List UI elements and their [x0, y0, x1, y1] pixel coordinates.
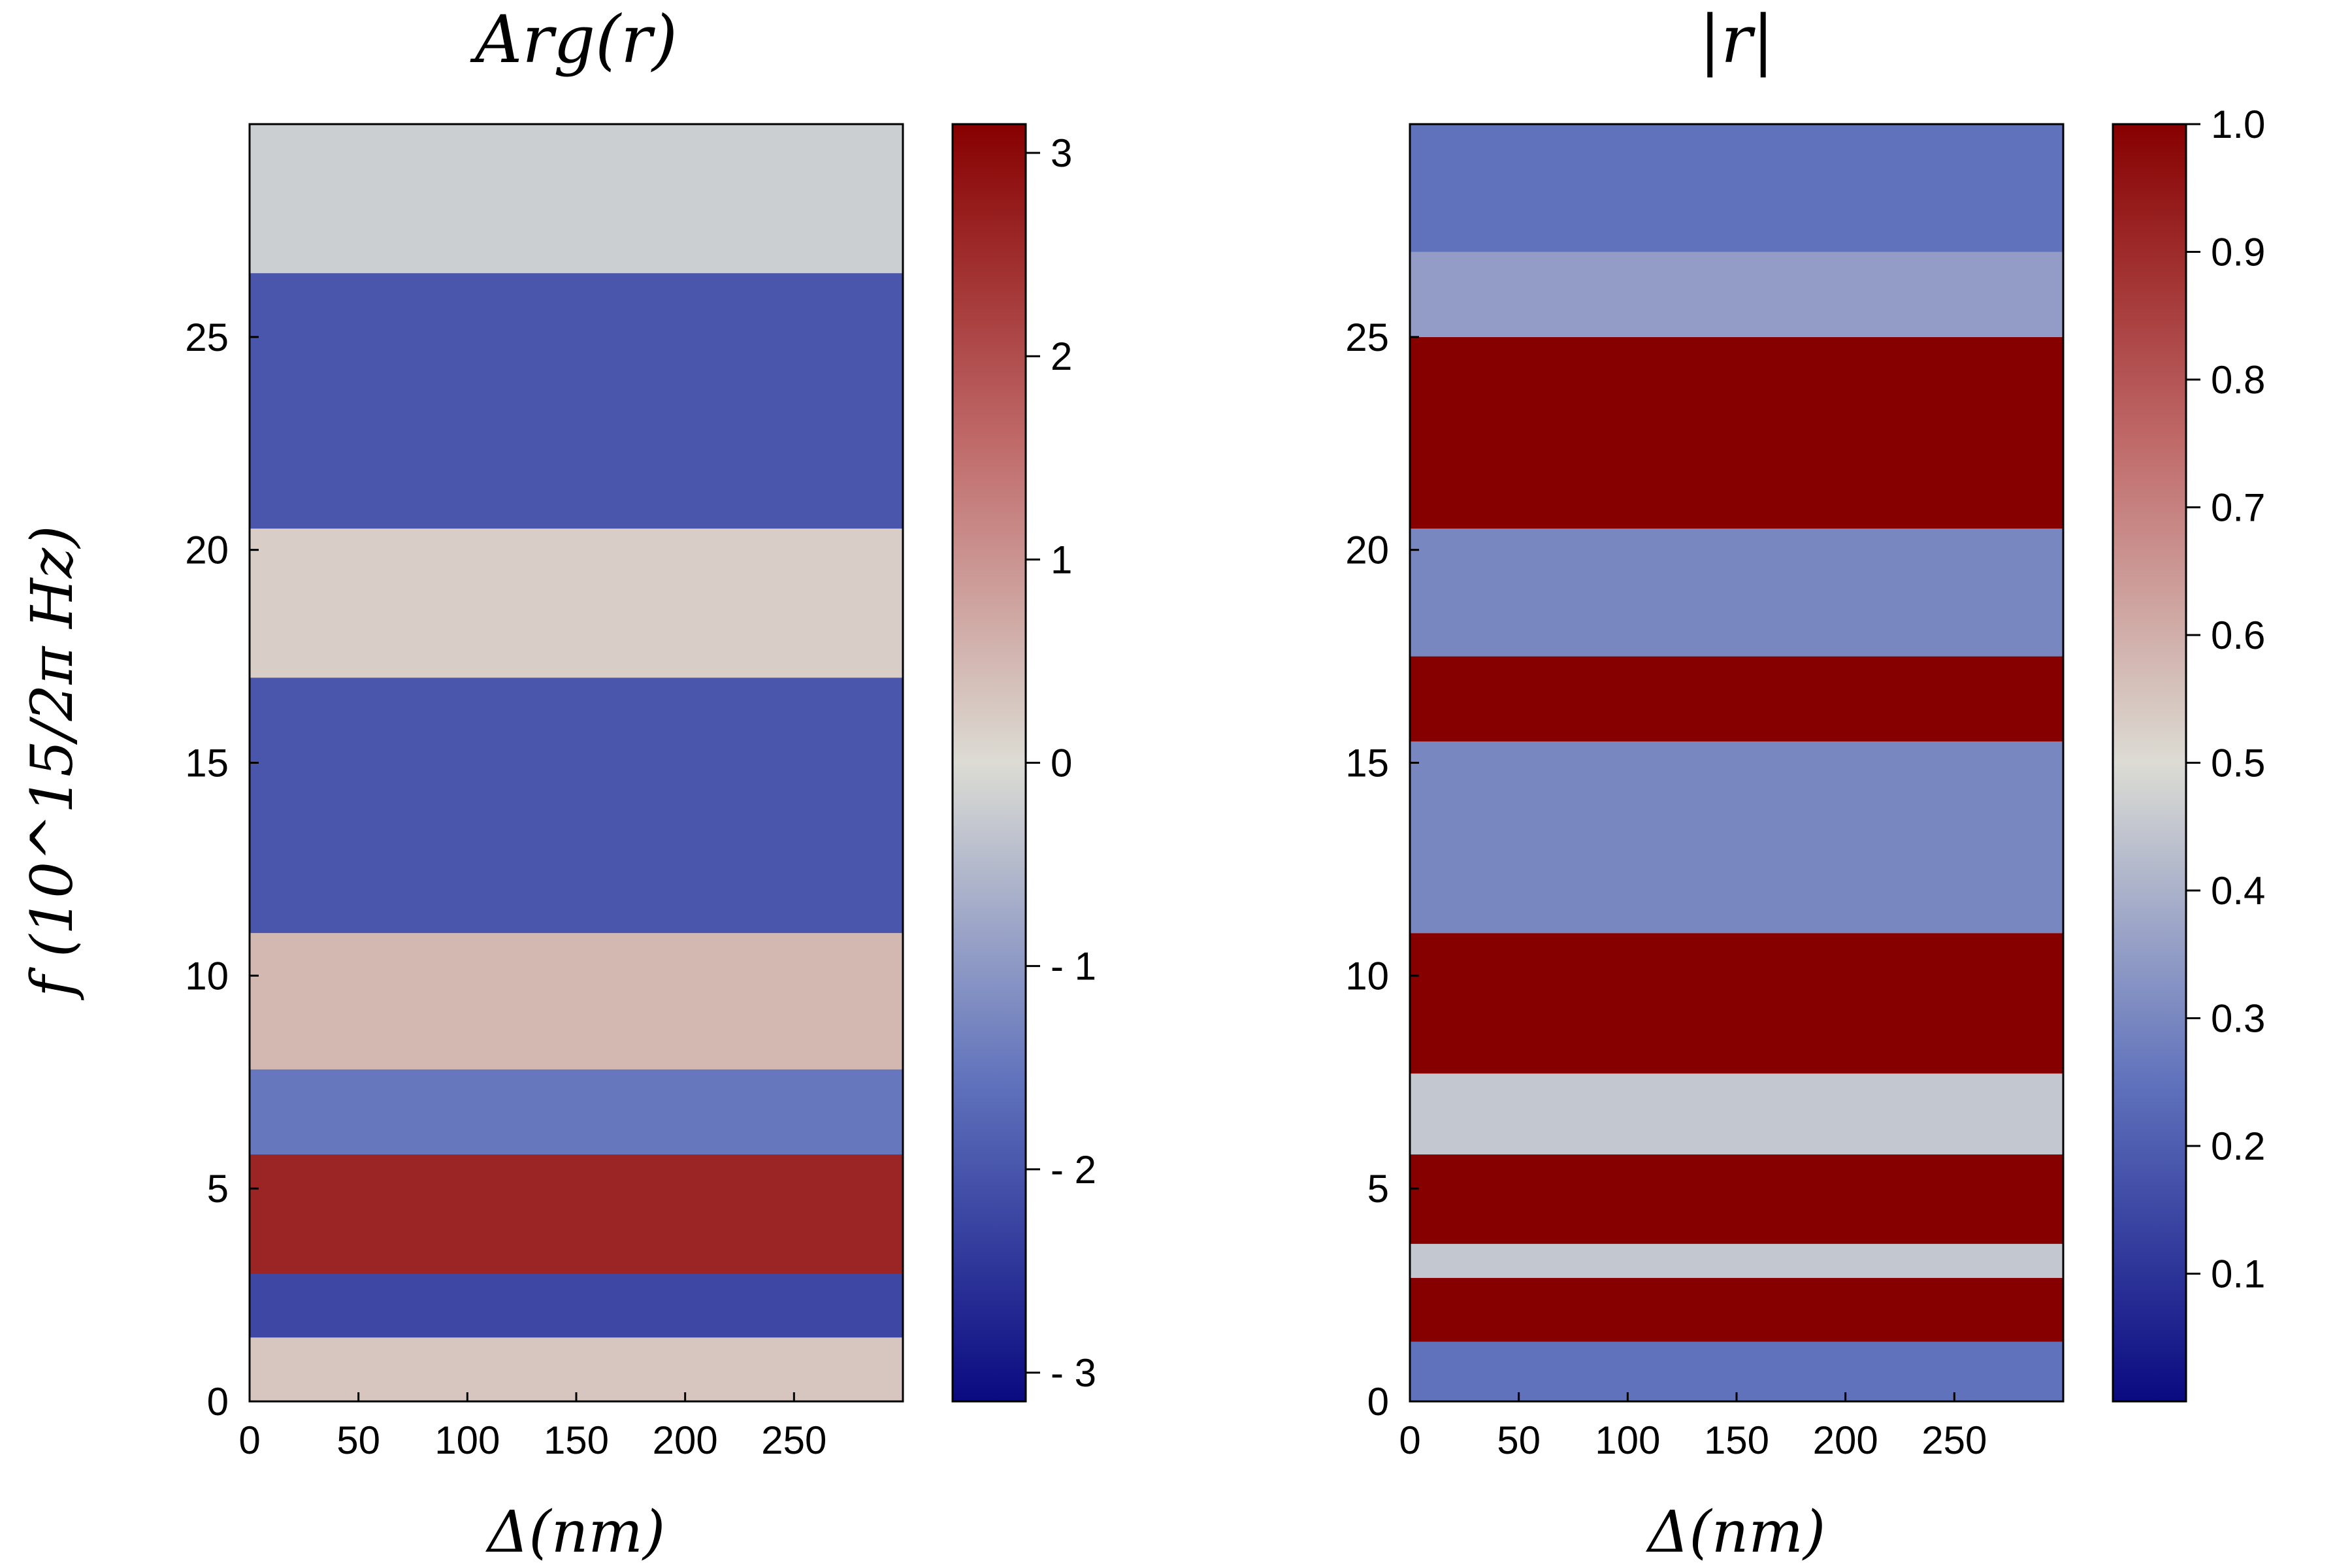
- magnitude-y-tick-label: 25: [1345, 316, 1389, 359]
- magnitude-band-5: [1410, 933, 2063, 1074]
- phase-colorbar-tick-label: 1: [1051, 538, 1072, 581]
- magnitude-colorbar-tick-label: 0.5: [2211, 742, 2265, 785]
- phase-x-axis-label: Δ(nm): [485, 1498, 665, 1565]
- phase-band-2: [250, 1154, 903, 1274]
- phase-colorbar-tick-label: 3: [1051, 131, 1072, 175]
- phase-colorbar-tick-label: - 1: [1051, 945, 1096, 988]
- magnitude-colorbar-tick-label: 1.0: [2211, 103, 2265, 146]
- magnitude-y-tick-label: 5: [1367, 1167, 1389, 1211]
- magnitude-colorbar-tick-label: 0.3: [2211, 997, 2265, 1041]
- phase-y-tick-label: 0: [207, 1380, 229, 1424]
- magnitude-x-tick-label: 0: [1399, 1418, 1420, 1462]
- phase-band-8: [250, 124, 903, 274]
- magnitude-y-tick-label: 0: [1367, 1380, 1389, 1424]
- magnitude-colorbar-tick-label: 0.7: [2211, 486, 2265, 530]
- phase-band-0: [250, 1337, 903, 1401]
- phase-colorbar-tick-label: - 2: [1051, 1148, 1096, 1192]
- phase-x-tick-label: 50: [336, 1418, 380, 1462]
- magnitude-band-8: [1410, 529, 2063, 657]
- phase-x-tick-label: 0: [238, 1418, 260, 1462]
- magnitude-y-tick-label: 10: [1345, 954, 1389, 998]
- phase-band-1: [250, 1273, 903, 1338]
- magnitude-band-6: [1410, 741, 2063, 934]
- magnitude-y-ticks: 0 5 10 15 20 25: [1345, 316, 1419, 1424]
- magnitude-panel-title: |r|: [1699, 1, 1774, 78]
- magnitude-band-3: [1410, 1154, 2063, 1244]
- phase-band-7: [250, 273, 903, 529]
- phase-x-tick-label: 250: [761, 1418, 826, 1462]
- magnitude-colorbar-tick-label: 0.6: [2211, 613, 2265, 657]
- phase-x-tick-label: 100: [434, 1418, 500, 1462]
- magnitude-x-tick-label: 250: [1921, 1418, 1987, 1462]
- phase-y-tick-label: 25: [185, 316, 229, 359]
- phase-band-3: [250, 1069, 903, 1155]
- magnitude-band-0: [1410, 1341, 2063, 1401]
- magnitude-colorbar-ticks: 1.0 0.9 0.8 0.7 0.6 0.5 0.4 0.3 0.2 0.1: [2186, 103, 2265, 1296]
- phase-heatmap: [250, 124, 903, 1401]
- magnitude-colorbar-tick-label: 0.9: [2211, 231, 2265, 274]
- magnitude-x-tick-label: 100: [1595, 1418, 1660, 1462]
- phase-y-tick-label: 5: [207, 1167, 229, 1211]
- phase-y-tick-label: 10: [185, 954, 229, 998]
- magnitude-x-tick-label: 50: [1497, 1418, 1541, 1462]
- phase-x-ticks: 0 50 100 150 200 250: [238, 1392, 826, 1462]
- phase-colorbar-tick-label: - 3: [1051, 1351, 1096, 1395]
- magnitude-x-ticks: 0 50 100 150 200 250: [1399, 1392, 1987, 1462]
- magnitude-y-tick-label: 15: [1345, 742, 1389, 785]
- phase-x-tick-label: 150: [544, 1418, 609, 1462]
- magnitude-y-tick-label: 20: [1345, 529, 1389, 572]
- magnitude-band-1: [1410, 1278, 2063, 1342]
- phase-y-tick-label: 15: [185, 742, 229, 785]
- phase-band-6: [250, 529, 903, 678]
- magnitude-colorbar-tick-label: 0.2: [2211, 1124, 2265, 1168]
- magnitude-band-9: [1410, 336, 2063, 529]
- magnitude-heatmap: [1410, 124, 2063, 1401]
- phase-panel-title: Arg(r): [470, 1, 678, 78]
- phase-colorbar-ticks: 3 2 1 0 - 1 - 2 - 3: [1026, 131, 1096, 1395]
- magnitude-band-4: [1410, 1073, 2063, 1155]
- y-axis-label: f (10^15/2π Hz): [18, 525, 86, 1000]
- magnitude-x-axis-label: Δ(nm): [1646, 1498, 1825, 1565]
- magnitude-band-2: [1410, 1243, 2063, 1279]
- magnitude-colorbar-tick-label: 0.1: [2211, 1252, 2265, 1296]
- phase-colorbar-tick-label: 0: [1051, 742, 1072, 785]
- phase-band-5: [250, 678, 903, 934]
- magnitude-colorbar: [2112, 123, 2187, 1403]
- phase-colorbar: [951, 123, 1027, 1403]
- magnitude-x-tick-label: 150: [1704, 1418, 1769, 1462]
- magnitude-x-tick-label: 200: [1813, 1418, 1878, 1462]
- magnitude-band-11: [1410, 124, 2063, 252]
- magnitude-band-10: [1410, 252, 2063, 337]
- phase-colorbar-tick-label: 2: [1051, 335, 1072, 378]
- phase-band-4: [250, 933, 903, 1070]
- magnitude-panel: |r| 0 50 100 150 200 250 0 5 10 15 20 25 Δ(nm) 1.0…: [1345, 1, 2265, 1565]
- magnitude-band-7: [1410, 656, 2063, 742]
- magnitude-colorbar-tick-label: 0.8: [2211, 358, 2265, 402]
- phase-y-ticks: 0 5 10 15 20 25: [185, 316, 259, 1424]
- phase-y-tick-label: 20: [185, 529, 229, 572]
- phase-x-tick-label: 200: [653, 1418, 718, 1462]
- magnitude-colorbar-tick-label: 0.4: [2211, 869, 2265, 913]
